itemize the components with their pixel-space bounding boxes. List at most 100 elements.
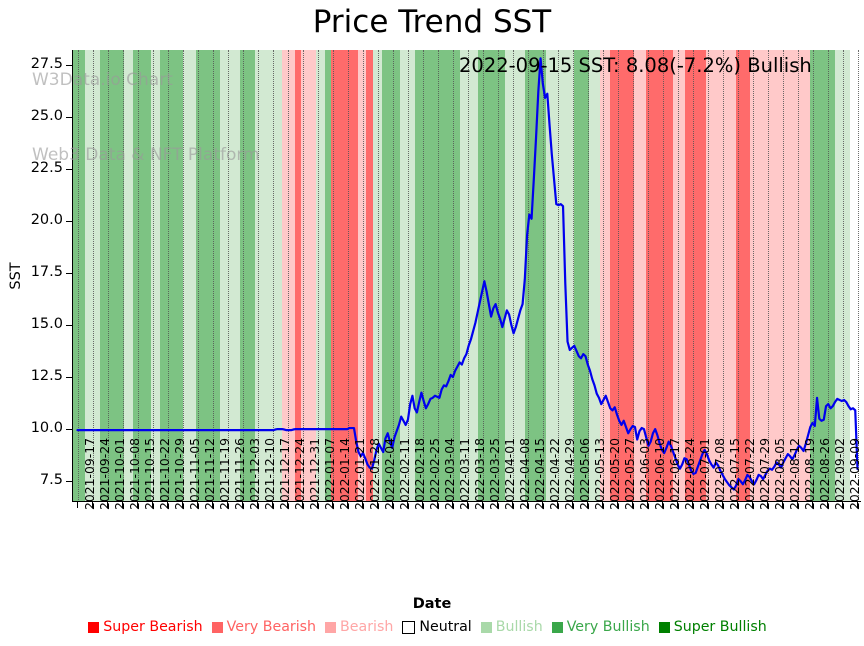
gridline-vertical bbox=[92, 50, 94, 502]
sentiment-band bbox=[365, 50, 373, 502]
gridline-vertical bbox=[182, 50, 184, 502]
y-axis-tick-mark bbox=[66, 272, 73, 274]
x-axis-tick-label: 2022-01-14 bbox=[336, 437, 352, 510]
x-axis-tick-label: 2021-11-26 bbox=[231, 437, 247, 510]
x-axis-tick-label: 2022-04-15 bbox=[531, 437, 547, 510]
gridline-vertical bbox=[602, 50, 604, 502]
gridline-vertical bbox=[107, 50, 109, 502]
sentiment-band bbox=[295, 50, 301, 502]
y-axis-tick-label: 27.5 bbox=[30, 55, 63, 72]
sentiment-band bbox=[685, 50, 706, 502]
x-axis-tick-mark bbox=[181, 502, 183, 508]
gridline-vertical bbox=[812, 50, 814, 502]
y-axis-tick-label: 15.0 bbox=[30, 315, 63, 332]
y-axis-tick-mark bbox=[66, 168, 73, 170]
gridline-vertical bbox=[302, 50, 304, 502]
gridline-vertical bbox=[137, 50, 139, 502]
x-axis-tick-mark bbox=[196, 502, 198, 508]
x-axis-tick-label: 2022-02-25 bbox=[426, 437, 442, 510]
x-axis-tick-mark bbox=[691, 502, 693, 508]
x-axis-tick-label: 2022-02-11 bbox=[396, 437, 412, 510]
gridline-vertical bbox=[377, 50, 379, 502]
legend-item[interactable]: Very Bearish bbox=[211, 619, 316, 635]
gridline-vertical bbox=[317, 50, 319, 502]
gridline-vertical bbox=[737, 50, 739, 502]
gridline-vertical bbox=[452, 50, 454, 502]
legend-swatch-icon bbox=[658, 621, 670, 633]
x-axis-tick-mark bbox=[331, 502, 333, 508]
x-axis-tick-label: 2022-06-17 bbox=[666, 437, 682, 510]
legend-swatch-icon bbox=[211, 621, 223, 633]
x-axis-tick-label: 2022-07-01 bbox=[696, 437, 712, 510]
x-axis-tick-label: 2022-05-27 bbox=[621, 437, 637, 510]
sentiment-band bbox=[646, 50, 673, 502]
gridline-vertical bbox=[857, 50, 859, 502]
gridline-vertical bbox=[587, 50, 589, 502]
legend-item[interactable]: Very Bullish bbox=[551, 619, 650, 635]
plot-area[interactable] bbox=[72, 50, 862, 502]
y-axis-tick-label: 17.5 bbox=[30, 263, 63, 280]
legend-item[interactable]: Neutral bbox=[402, 619, 472, 635]
sentiment-band bbox=[610, 50, 634, 502]
x-axis-tick-mark bbox=[211, 502, 213, 508]
gridline-vertical bbox=[827, 50, 829, 502]
gridline-vertical bbox=[557, 50, 559, 502]
x-axis-tick-label: 2022-04-22 bbox=[546, 437, 562, 510]
x-axis-tick-mark bbox=[661, 502, 663, 508]
y-axis-tick-mark bbox=[66, 220, 73, 222]
gridline-vertical bbox=[152, 50, 154, 502]
gridline-vertical bbox=[752, 50, 754, 502]
legend-item[interactable]: Super Bullish bbox=[658, 619, 767, 635]
y-axis-tick-mark bbox=[66, 377, 73, 379]
x-axis-tick-mark bbox=[376, 502, 378, 508]
legend-item[interactable]: Bullish bbox=[480, 619, 543, 635]
x-axis-tick-mark bbox=[451, 502, 453, 508]
legend-item[interactable]: Super Bearish bbox=[88, 619, 203, 635]
sentiment-band bbox=[460, 50, 478, 502]
x-axis-tick-mark bbox=[361, 502, 363, 508]
x-axis-tick-mark bbox=[466, 502, 468, 508]
sentiment-band bbox=[599, 50, 610, 502]
x-axis-label: Date bbox=[412, 596, 452, 612]
gridline-vertical bbox=[707, 50, 709, 502]
legend-label: Super Bearish bbox=[103, 619, 203, 635]
x-axis-tick-mark bbox=[391, 502, 393, 508]
x-axis-tick-mark bbox=[136, 502, 138, 508]
x-axis-tick-label: 2022-07-08 bbox=[711, 437, 727, 510]
gridline-vertical bbox=[347, 50, 349, 502]
x-axis-tick-label: 2021-12-31 bbox=[306, 437, 322, 510]
gridline-vertical bbox=[572, 50, 574, 502]
gridline-vertical bbox=[437, 50, 439, 502]
gridline-vertical bbox=[797, 50, 799, 502]
gridline-vertical bbox=[692, 50, 694, 502]
sentiment-band bbox=[749, 50, 810, 502]
x-axis-tick-mark bbox=[631, 502, 633, 508]
x-axis-tick-mark bbox=[301, 502, 303, 508]
gridline-vertical bbox=[617, 50, 619, 502]
y-axis-tick-mark bbox=[66, 64, 73, 66]
x-axis-tick-mark bbox=[541, 502, 543, 508]
y-axis-tick-label: 22.5 bbox=[30, 159, 63, 176]
x-axis-tick-mark bbox=[736, 502, 738, 508]
x-axis-tick-mark bbox=[556, 502, 558, 508]
x-axis-tick-label: 2021-12-10 bbox=[261, 437, 277, 510]
sentiment-band bbox=[182, 50, 196, 502]
legend-item[interactable]: Bearish bbox=[325, 619, 393, 635]
sentiment-band bbox=[574, 50, 589, 502]
x-axis-tick-label: 2022-09-09 bbox=[846, 437, 862, 510]
gridline-vertical bbox=[782, 50, 784, 502]
legend-swatch-icon bbox=[325, 621, 337, 633]
x-axis-tick-label: 2021-10-08 bbox=[126, 437, 142, 510]
gridline-vertical bbox=[122, 50, 124, 502]
gridline-vertical bbox=[212, 50, 214, 502]
x-axis-tick-label: 2022-08-12 bbox=[786, 437, 802, 510]
x-axis-tick-mark bbox=[226, 502, 228, 508]
sentiment-band bbox=[220, 50, 240, 502]
x-axis-tick-mark bbox=[856, 502, 858, 508]
price-line-svg bbox=[76, 57, 859, 491]
x-axis-tick-label: 2021-10-29 bbox=[171, 437, 187, 510]
x-axis-tick-label: 2021-12-24 bbox=[291, 437, 307, 510]
x-axis-tick-mark bbox=[781, 502, 783, 508]
x-axis-tick-label: 2022-03-04 bbox=[441, 437, 457, 510]
x-axis-tick-mark bbox=[721, 502, 723, 508]
